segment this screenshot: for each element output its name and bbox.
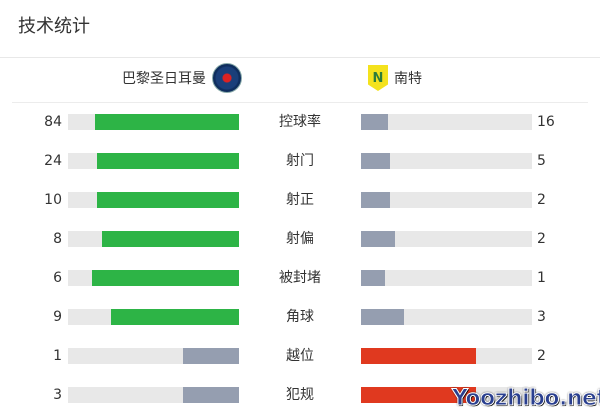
stat-label: 被封堵 <box>279 270 321 286</box>
home-bar-track <box>68 114 239 130</box>
home-bar-track <box>68 192 239 208</box>
home-bar-fill <box>97 153 239 169</box>
stat-label: 越位 <box>286 348 314 364</box>
home-bar-fill <box>95 114 239 130</box>
home-team: 巴黎圣日耳曼 <box>122 63 242 93</box>
home-bar-fill <box>110 309 239 325</box>
away-bar-fill <box>361 231 396 247</box>
home-value: 24 <box>44 153 62 169</box>
home-bar-track <box>68 309 239 325</box>
page-title: 技术统计 <box>18 16 90 37</box>
home-value: 9 <box>53 309 62 325</box>
stat-label: 控球率 <box>279 114 321 130</box>
away-bar-fill <box>361 309 404 325</box>
divider <box>12 102 588 103</box>
stat-label: 射门 <box>286 153 314 169</box>
home-bar-track <box>68 270 239 286</box>
away-bar-track <box>361 192 532 208</box>
away-bar-track <box>361 348 532 364</box>
home-value: 3 <box>53 387 62 403</box>
home-bar-fill <box>182 387 239 403</box>
home-bar-track <box>68 348 239 364</box>
home-value: 1 <box>53 348 62 364</box>
stat-label: 射偏 <box>286 231 314 247</box>
stat-row: 6 被封堵 1 <box>0 268 600 288</box>
stat-label: 犯规 <box>286 387 314 403</box>
away-bar-fill <box>361 153 391 169</box>
stat-label: 角球 <box>286 309 314 325</box>
away-value: 3 <box>537 309 546 325</box>
away-bar-track <box>361 153 532 169</box>
home-value: 84 <box>44 114 62 130</box>
away-team: N 南特 <box>368 64 422 92</box>
stat-row: 9 角球 3 <box>0 307 600 327</box>
away-value: 16 <box>537 114 555 130</box>
home-bar-fill <box>102 231 239 247</box>
away-bar-fill <box>361 387 476 403</box>
away-value: 2 <box>537 231 546 247</box>
watermark: Yoozhibo.net <box>451 386 600 412</box>
home-team-name: 巴黎圣日耳曼 <box>122 71 206 87</box>
away-value: 2 <box>537 348 546 364</box>
away-bar-track <box>361 309 532 325</box>
away-bar-track <box>361 231 532 247</box>
home-bar-fill <box>97 192 239 208</box>
away-bar-fill <box>361 270 385 286</box>
home-bar-fill <box>91 270 239 286</box>
psg-crest-icon <box>212 63 242 93</box>
away-bar-fill <box>361 192 391 208</box>
stat-row: 84 控球率 16 <box>0 112 600 132</box>
stat-row: 24 射门 5 <box>0 151 600 171</box>
stat-row: 8 射偏 2 <box>0 229 600 249</box>
home-value: 10 <box>44 192 62 208</box>
away-value: 5 <box>537 153 546 169</box>
away-bar-track <box>361 387 532 403</box>
stat-row: 3 犯规 <box>0 385 600 405</box>
away-bar-track <box>361 270 532 286</box>
away-bar-track <box>361 114 532 130</box>
stat-label: 射正 <box>286 192 314 208</box>
away-value: 2 <box>537 192 546 208</box>
away-bar-fill <box>361 114 389 130</box>
home-value: 6 <box>53 270 62 286</box>
home-bar-track <box>68 153 239 169</box>
home-value: 8 <box>53 231 62 247</box>
stat-row: 1 越位 2 <box>0 346 600 366</box>
divider <box>0 57 600 58</box>
nantes-crest-icon: N <box>368 65 388 91</box>
stat-row: 10 射正 2 <box>0 190 600 210</box>
home-bar-fill <box>182 348 239 364</box>
away-bar-fill <box>361 348 476 364</box>
away-team-name: 南特 <box>394 71 422 87</box>
away-value: 1 <box>537 270 546 286</box>
home-bar-track <box>68 387 239 403</box>
home-bar-track <box>68 231 239 247</box>
